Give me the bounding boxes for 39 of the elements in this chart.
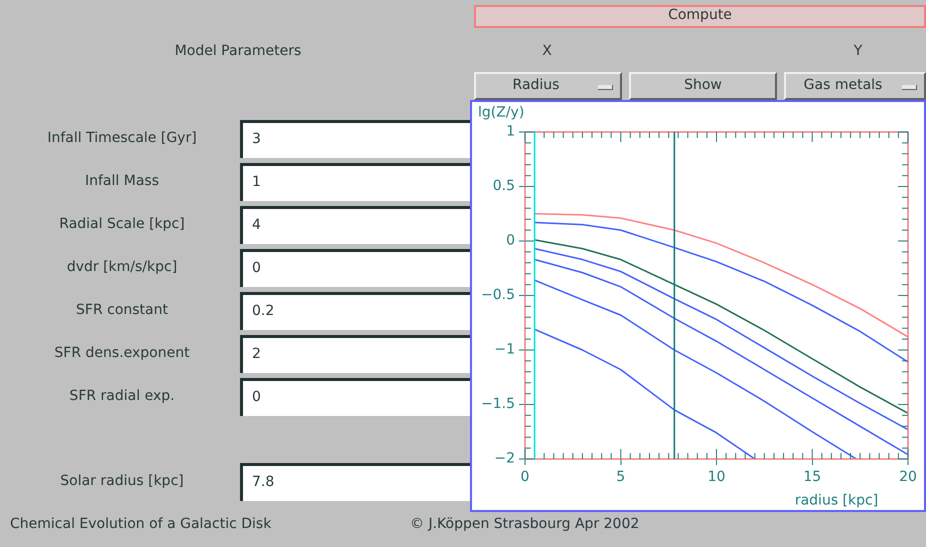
text: SFR radial exp. (69, 388, 175, 404)
text: Compute (668, 7, 732, 23)
x-axis-title: radius [kpc] (794, 492, 878, 509)
y-tick-label: −1.5 (481, 396, 515, 412)
text: Solar radius [kpc] (60, 473, 184, 489)
text: Infall Timescale [Gyr] (47, 130, 197, 146)
x-tick-label: 10 (708, 469, 726, 486)
text: Show (684, 77, 722, 93)
y-tick-label: 0.5 (492, 178, 515, 194)
text-field: 1 (240, 163, 470, 201)
y-tick-label: 1 (506, 124, 515, 140)
y-tick-label: −1 (494, 342, 515, 358)
text: Radial Scale [kpc] (59, 216, 185, 232)
y-tick-label: −2 (494, 450, 515, 467)
text: SFR constant (76, 302, 168, 318)
y-tick-label: −0.5 (481, 287, 515, 304)
text: X (542, 43, 552, 59)
text-field: 7.8 (240, 463, 470, 501)
y-axis-title: lg(Z/y) (478, 104, 524, 121)
text-field: 0 (240, 378, 470, 416)
text: Radius (512, 77, 560, 93)
text-field: 3 (240, 120, 470, 158)
text-field: 0.2 (240, 292, 470, 330)
text: © J.Köppen Strasbourg Apr 2002 (410, 516, 640, 532)
text-field: 0 (240, 249, 470, 287)
text: SFR dens.exponent (54, 345, 190, 361)
text: Chemical Evolution of a Galactic Disk (10, 516, 272, 532)
text: Gas metals (804, 77, 882, 93)
x-tick-label: 20 (899, 469, 917, 486)
text: Model Parameters (174, 43, 302, 59)
y-tick-label: 0 (506, 232, 515, 249)
x-tick-label: 15 (803, 469, 822, 486)
x-tick-label: 0 (520, 469, 530, 486)
text-field: 4 (240, 206, 470, 244)
text-field: 2 (240, 335, 470, 373)
text: dvdr [km/s/kpc] (66, 259, 178, 275)
x-tick-label: 5 (616, 469, 626, 486)
text: Infall Mass (85, 173, 159, 189)
text: Y (854, 43, 862, 59)
